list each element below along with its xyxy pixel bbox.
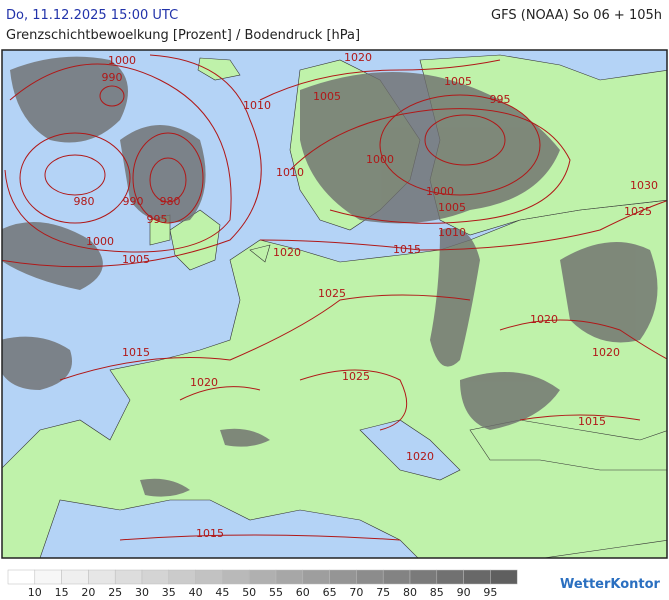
isobar-label: 1025 xyxy=(624,205,652,218)
isobar-label: 1015 xyxy=(122,346,150,359)
legend-label: 60 xyxy=(296,586,310,599)
legend-label: 55 xyxy=(269,586,283,599)
isobar-label: 1010 xyxy=(438,226,466,239)
isobar-label: 1005 xyxy=(122,253,150,266)
legend-label: 40 xyxy=(189,586,203,599)
isobar-label: 990 xyxy=(102,71,123,84)
isobar-label: 1015 xyxy=(196,527,224,540)
isobar-label: 1020 xyxy=(406,450,434,463)
legend-swatch xyxy=(356,569,384,585)
legend-label: 25 xyxy=(108,586,122,599)
isobar-label: 1020 xyxy=(190,376,218,389)
isobar-label: 1020 xyxy=(592,346,620,359)
model-run: GFS (NOAA) So 06 + 105h xyxy=(491,8,662,23)
legend-label: 70 xyxy=(349,586,363,599)
legend-swatch xyxy=(222,569,250,585)
subtitle: Grenzschichtbewoelkung [Prozent] / Boden… xyxy=(6,28,360,43)
isobar-label: 1030 xyxy=(630,179,658,192)
legend-swatch xyxy=(490,569,518,585)
legend-swatch xyxy=(248,569,277,585)
legend-swatch xyxy=(195,569,223,585)
isobars xyxy=(2,54,667,541)
isobar-label: 1015 xyxy=(578,415,606,428)
legend-label: 85 xyxy=(430,586,444,599)
isobar-label: 995 xyxy=(147,213,168,226)
isobar-label: 1000 xyxy=(86,235,114,248)
isobar-label: 995 xyxy=(490,93,511,106)
legend-label: 75 xyxy=(376,586,390,599)
datetime: Do, 11.12.2025 15:00 UTC xyxy=(6,8,178,23)
legend-label: 20 xyxy=(81,586,95,599)
legend-swatch xyxy=(382,569,411,585)
legend-swatch xyxy=(302,569,330,585)
legend-swatch xyxy=(168,569,196,585)
legend-swatch xyxy=(61,569,89,585)
map-frame xyxy=(1,49,668,559)
legend-label: 35 xyxy=(162,586,176,599)
isobar-label: 1005 xyxy=(438,201,466,214)
legend-swatch xyxy=(114,569,143,585)
legend-swatch xyxy=(409,569,438,585)
legend-swatch xyxy=(88,569,116,585)
legend-label: 45 xyxy=(215,586,229,599)
isobar-label: 990 xyxy=(123,195,144,208)
isobar-labels: 1020 1000 990 1010 1005 1005 995 1000 1010 980 990… xyxy=(74,51,659,540)
isobar-label: 1005 xyxy=(313,90,341,103)
isobar-label: 1025 xyxy=(342,370,370,383)
map-area: 1020 1000 990 1010 1005 1005 995 1000 1010 980 990… xyxy=(2,50,667,558)
legend-label: 80 xyxy=(403,586,417,599)
legend-label: 30 xyxy=(135,586,149,599)
legend-swatch xyxy=(275,569,304,585)
isobar-label: 980 xyxy=(74,195,95,208)
legend-label: 10 xyxy=(28,586,42,599)
legend: 10 15 20 25 30 35 40 45 50 55 60 65 70 75 80 85 90 95 xyxy=(7,569,518,599)
legend-swatch xyxy=(7,569,36,585)
logo: WetterKontor xyxy=(560,577,661,592)
isobar-label: 1020 xyxy=(530,313,558,326)
isobar-label: 1000 xyxy=(366,153,394,166)
clouds xyxy=(2,56,658,497)
legend-label: 50 xyxy=(242,586,256,599)
isobar-label: 1015 xyxy=(393,243,421,256)
isobar-label: 1005 xyxy=(444,75,472,88)
isobar-label: 1025 xyxy=(318,287,346,300)
isobar-label: 1020 xyxy=(344,51,372,64)
legend-label: 95 xyxy=(483,586,497,599)
isobar-label: 1010 xyxy=(276,166,304,179)
isobar-label: 1000 xyxy=(426,185,454,198)
legend-label: 65 xyxy=(323,586,337,599)
isobar-label: 1000 xyxy=(108,54,136,67)
legend-swatch xyxy=(436,569,464,585)
legend-swatch xyxy=(141,569,170,585)
legend-label: 15 xyxy=(55,586,69,599)
isobar-label: 1020 xyxy=(273,246,301,259)
legend-swatch xyxy=(329,569,357,585)
legend-swatch xyxy=(463,569,491,585)
isobar-label: 980 xyxy=(160,195,181,208)
isobar-label: 1010 xyxy=(243,99,271,112)
legend-swatch xyxy=(34,569,62,585)
legend-label: 90 xyxy=(457,586,471,599)
